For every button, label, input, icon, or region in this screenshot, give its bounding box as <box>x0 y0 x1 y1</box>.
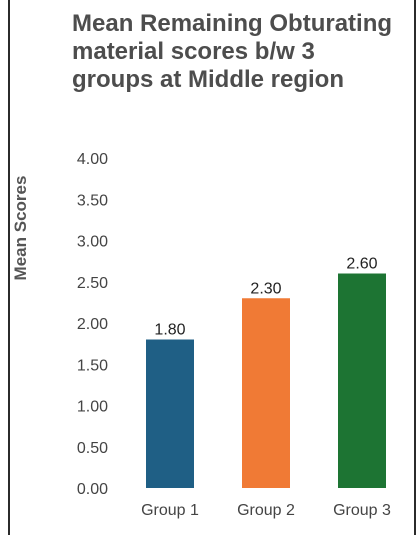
x-axis-ticks: Group 1 Group 2 Group 3 <box>141 502 391 519</box>
y-tick-label: 2.50 <box>77 275 108 292</box>
y-tick-label: 3.50 <box>77 192 108 209</box>
x-tick-label: Group 1 <box>141 502 199 519</box>
bar <box>146 339 194 488</box>
chart-title: Mean Remaining Obturating material score… <box>72 10 393 93</box>
y-tick-label: 1.00 <box>77 399 108 416</box>
y-tick-label: 3.00 <box>77 234 108 251</box>
y-tick-label: 1.50 <box>77 357 108 374</box>
data-label: 2.30 <box>250 280 281 297</box>
y-tick-label: 4.00 <box>77 151 108 168</box>
bar <box>338 273 386 488</box>
y-tick-label: 0.50 <box>77 440 108 457</box>
y-tick-label: 2.00 <box>77 316 108 333</box>
y-axis-ticks: 0.00 0.50 1.00 1.50 2.00 2.50 3.00 3.50 4.00 <box>77 151 108 498</box>
x-tick-label: Group 3 <box>333 502 391 519</box>
data-label: 2.60 <box>346 256 377 273</box>
bars: 1.80 2.30 2.60 <box>146 256 386 488</box>
bar <box>242 298 290 488</box>
data-label: 1.80 <box>154 322 185 339</box>
y-tick-label: 0.00 <box>77 481 108 498</box>
chart-frame <box>8 0 416 535</box>
x-tick-label: Group 2 <box>237 502 295 519</box>
